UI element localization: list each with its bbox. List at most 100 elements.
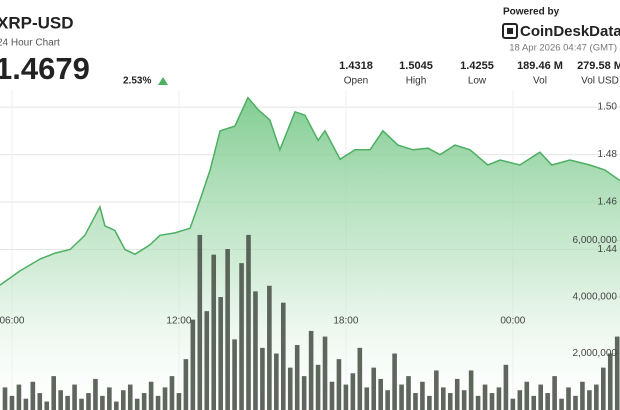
volume-bar [204, 311, 210, 410]
volume-bar [371, 367, 377, 410]
volume-bar [552, 376, 557, 410]
x-tick-label: 18:00 [333, 316, 358, 327]
volume-bar [86, 393, 91, 410]
volume-bar [72, 384, 77, 410]
y-tick-label: 1.46 [598, 197, 618, 208]
subtitle: 24 Hour Chart [0, 38, 60, 49]
volume-bar [475, 395, 481, 410]
volume-bar [218, 297, 223, 410]
volume-bar [301, 376, 307, 410]
stat-label: Vol [533, 76, 547, 87]
marks [0, 96, 620, 410]
volume-bar [127, 384, 133, 410]
volume-bar [23, 398, 29, 410]
volume-bar [183, 359, 189, 410]
volume-bar [336, 359, 342, 410]
brand: CoinDeskData [520, 23, 620, 40]
volume-bar [503, 364, 509, 410]
volume-bar [468, 370, 474, 410]
volume-bar [51, 376, 57, 410]
volume-bar [141, 393, 147, 410]
stats: 1.4318 Open 1.5045 High 1.4255 Low 189.46 M Vol… [339, 60, 620, 87]
volume-bar [489, 393, 495, 410]
volume-bar [322, 336, 328, 410]
stat-value: 189.46 M [517, 60, 563, 72]
volume-bar [274, 353, 279, 410]
brand-icon-core [507, 28, 513, 34]
volume-bar [607, 353, 613, 410]
volume-bar [308, 330, 314, 410]
volume-bar [107, 387, 112, 410]
volume-bar [134, 398, 140, 410]
volume-bar [559, 398, 564, 410]
y2-tick-label: 6,000,000 [573, 235, 618, 246]
stat-value: 1.4255 [460, 60, 494, 72]
volume-bar [176, 393, 182, 410]
volume-bar [2, 387, 8, 410]
volume-bar [315, 364, 321, 410]
change: 2.53% [123, 76, 151, 87]
plot-area: 1.44 1.46 1.48 1.50 2,000,000 4,000,000 6,000,… [0, 90, 620, 410]
volume-bar [267, 285, 272, 410]
volume-bar [427, 395, 432, 410]
volume-bar [120, 390, 126, 410]
volume-bar [246, 234, 251, 410]
volume-bar [580, 381, 585, 410]
volume-bar [614, 336, 620, 410]
volume-bar [114, 401, 119, 410]
volume-bar [566, 387, 571, 410]
volume-bar [329, 381, 335, 410]
volume-bar [287, 367, 293, 410]
volume-bar [162, 387, 168, 410]
volume-bar [260, 347, 265, 410]
volume-bar [538, 384, 543, 410]
brand-icon [502, 23, 518, 39]
volume-bar [211, 254, 217, 410]
stat-label: Open [344, 76, 368, 87]
volume-bar [232, 339, 237, 410]
volume-bar [239, 263, 244, 410]
stat-value: 279.58 M [577, 60, 620, 72]
volume-bar [357, 347, 363, 410]
volume-bar [280, 302, 286, 410]
volume-bar [253, 291, 258, 410]
volume-bar [573, 395, 578, 410]
stat-value: 1.5045 [399, 60, 433, 72]
volume-bar [406, 376, 411, 410]
volume-bar [531, 395, 537, 410]
header: XRP-USD 24 Hour Chart 1.4679 2.53% Power… [0, 7, 620, 87]
volume-bar [343, 384, 349, 410]
volume-bar [482, 384, 488, 410]
volume-bar [155, 395, 161, 410]
volume-bar [197, 234, 203, 410]
volume-bar [385, 390, 390, 410]
y-tick-label: 1.44 [598, 244, 618, 255]
volume-bar [413, 393, 418, 410]
volume-bar [9, 395, 15, 410]
volume-bar [545, 393, 550, 410]
volume-bar [93, 378, 98, 410]
volume-bar [364, 387, 370, 410]
volume-bar [399, 384, 404, 410]
volume-bar [169, 376, 175, 410]
volume-bar [100, 395, 105, 410]
volume-bar [447, 393, 453, 410]
timestamp: 18 Apr 2026 04:47 (GMT) [509, 43, 617, 54]
y-tick-label: 1.48 [598, 149, 618, 160]
volume-bar [65, 395, 70, 410]
x-tick-label: 00:00 [500, 316, 525, 327]
volume-bar [601, 367, 606, 410]
price-line [0, 96, 620, 286]
symbol: XRP-USD [0, 13, 74, 32]
volume-bar [524, 381, 530, 410]
volume-bar [30, 381, 36, 410]
price-area [0, 97, 620, 410]
y2-tick-label: 2,000,000 [573, 348, 618, 359]
volume-bar [37, 393, 43, 410]
volume-bar [461, 390, 467, 410]
volume-bar [294, 345, 300, 410]
volume-bar [58, 390, 63, 410]
powered-by: Powered by [503, 7, 560, 18]
x-tick-label: 06:00 [0, 316, 25, 327]
